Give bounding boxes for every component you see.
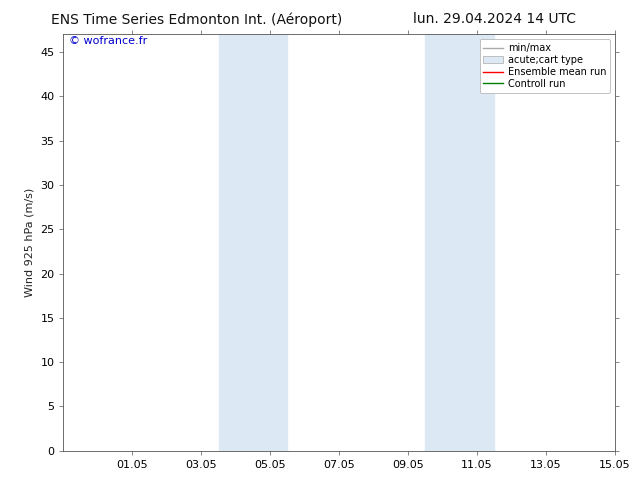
Text: lun. 29.04.2024 14 UTC: lun. 29.04.2024 14 UTC [413, 12, 576, 26]
Text: ENS Time Series Edmonton Int. (Aéroport): ENS Time Series Edmonton Int. (Aéroport) [51, 12, 342, 27]
Bar [219, 34, 287, 451]
Legend: min/max, acute;cart type, Ensemble mean run, Controll run: min/max, acute;cart type, Ensemble mean … [479, 39, 610, 93]
Bar [425, 34, 495, 451]
Text: © wofrance.fr: © wofrance.fr [69, 36, 147, 47]
Y-axis label: Wind 925 hPa (m/s): Wind 925 hPa (m/s) [25, 188, 35, 297]
